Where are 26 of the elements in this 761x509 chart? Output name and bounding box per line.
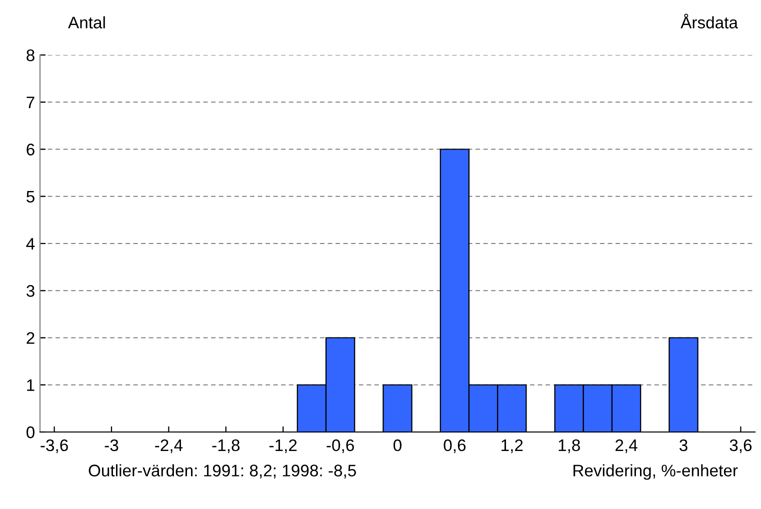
x-tick-label: -1,8 xyxy=(212,439,240,454)
y-tick-label: 3 xyxy=(26,285,34,297)
text: Outlier-värden: 1991: 8,2; 1998: -8,5 xyxy=(88,464,356,478)
x-tick-label: 0,6 xyxy=(444,439,466,454)
y-tick-label: 4 xyxy=(26,238,35,250)
chart-title: Årsdata xyxy=(680,14,738,28)
x-axis-title: Revidering, %-enheter xyxy=(574,464,738,480)
y-tick-label: 2 xyxy=(26,332,34,344)
x-tick-label: 2,4 xyxy=(616,439,638,454)
y-axis-title: Antal xyxy=(68,16,105,28)
x-tick-label: 1,2 xyxy=(502,439,523,454)
y-tick-label: 1 xyxy=(27,379,34,391)
x-tick-label: -1,2 xyxy=(269,439,297,454)
x-tick-label: 0 xyxy=(394,439,402,452)
x-tick-label: 1,8 xyxy=(558,439,580,454)
x-tick-label: -3,6 xyxy=(40,439,68,454)
y-tick-label: 6 xyxy=(26,144,34,156)
y-tick-label: 8 xyxy=(26,49,34,62)
x-tick-label: 3,6 xyxy=(730,439,752,454)
x-tick-label: 3 xyxy=(680,439,688,452)
y-tick-label: 7 xyxy=(26,96,34,108)
y-tick-label: 5 xyxy=(26,190,34,203)
y-tick-label: 0 xyxy=(26,426,34,438)
x-tick-label: -3 xyxy=(104,439,118,452)
x-tick-label: -2,4 xyxy=(155,439,183,454)
x-tick-label: -0,6 xyxy=(326,439,354,454)
